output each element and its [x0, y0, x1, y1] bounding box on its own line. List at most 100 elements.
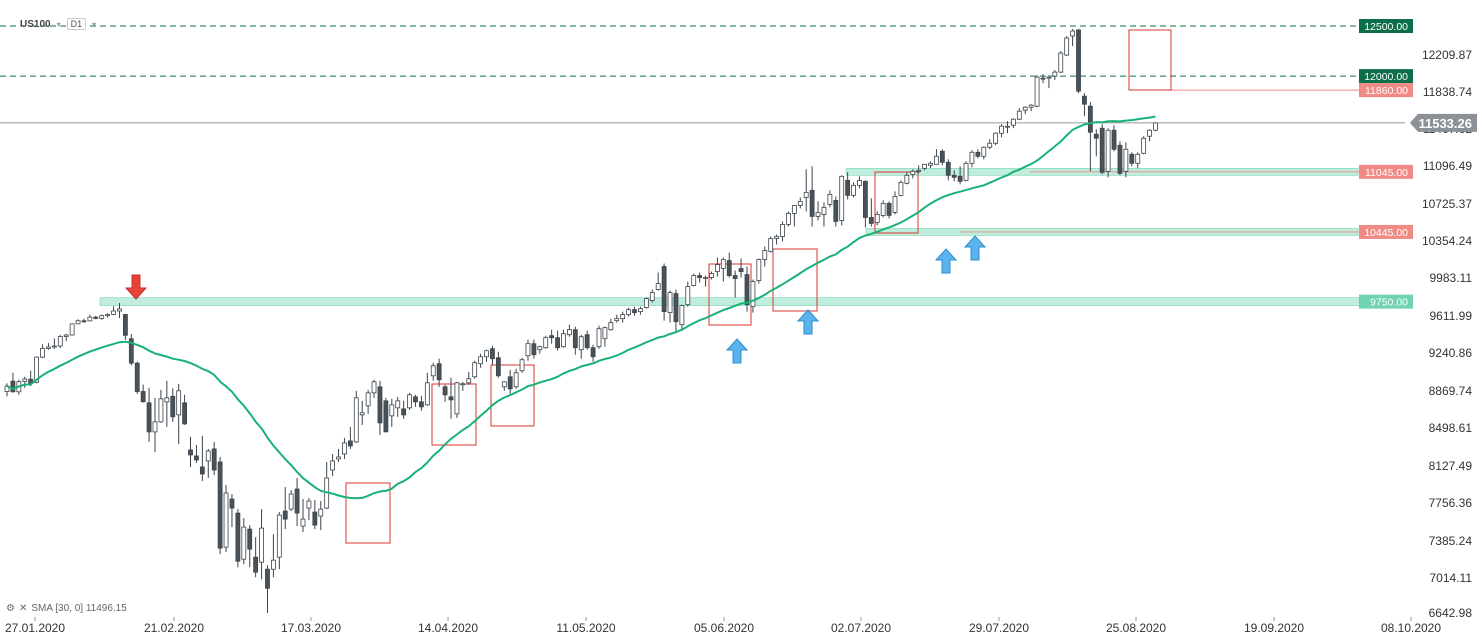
candle-body [922, 163, 927, 169]
current-price-label: 11533.26 [1418, 116, 1472, 131]
candle-body [608, 322, 614, 331]
x-tick-label: 08.10.2020 [1381, 621, 1441, 635]
candle-body [797, 200, 803, 206]
candle-body [886, 202, 892, 216]
candle-body [999, 125, 1004, 134]
candle-body [981, 146, 987, 157]
candle-body [347, 440, 353, 447]
level-price-tag [1359, 69, 1413, 84]
arrow-up-icon [796, 309, 820, 335]
candle-body [223, 492, 229, 548]
candle-body [1058, 52, 1064, 73]
candle-body [111, 310, 116, 315]
candle-body [4, 385, 10, 392]
candle-body [531, 343, 537, 356]
candle-body [555, 337, 560, 349]
candle-body [140, 391, 146, 403]
candle-body [63, 334, 69, 337]
chevron-down-icon[interactable]: ▾ [56, 19, 61, 29]
candle-body [259, 527, 264, 563]
x-tick-label: 29.07.2020 [969, 621, 1029, 635]
candle-body [1093, 133, 1099, 139]
candle-body [448, 396, 454, 401]
candle-body [738, 268, 744, 272]
candle-body [1064, 37, 1070, 56]
candle-body [1117, 144, 1123, 174]
candle-body [282, 510, 288, 520]
candle-body [22, 378, 28, 382]
timeframe-selector[interactable]: D1 [66, 18, 87, 30]
candle-body [93, 316, 99, 319]
pattern-box [1128, 29, 1172, 91]
arrow-up-icon [725, 338, 749, 364]
candle-body [105, 314, 111, 317]
candle-body [744, 274, 750, 306]
candle-body [572, 329, 578, 349]
indicator-label: SMA [30, 0] 11496.15 [31, 603, 127, 614]
pattern-box [490, 364, 535, 427]
candle-body [1016, 110, 1022, 120]
arrow-down-icon [124, 274, 148, 300]
candle-body [762, 250, 768, 260]
candle-body [217, 461, 223, 549]
candle-body [158, 398, 164, 423]
candle-body [720, 259, 726, 269]
symbol-label[interactable]: US100 [20, 18, 51, 30]
candle-body [590, 347, 596, 358]
candle-body [1087, 105, 1093, 133]
x-tick-label: 02.07.2020 [831, 621, 891, 635]
candle-body [632, 309, 637, 314]
candle-body [726, 260, 732, 276]
candlesticks [4, 29, 1158, 613]
candle-body [377, 386, 383, 424]
chevron-down-icon[interactable]: ▾ [92, 19, 97, 29]
candle-body [1034, 76, 1040, 107]
candle-body [117, 308, 122, 312]
candle-body [501, 381, 507, 388]
candle-body [235, 512, 241, 562]
x-tick-label: 17.03.2020 [281, 621, 341, 635]
candle-body [128, 338, 134, 364]
candle-body [288, 493, 294, 510]
candle-body [371, 381, 377, 394]
y-tick-label: 7014.11 [1430, 571, 1473, 585]
sma-30-line [6, 115, 1156, 500]
candle-body [780, 224, 785, 237]
price-axis[interactable]: 12209.8711838.7411467.6211096.4910725.37… [1359, 19, 1477, 620]
candle-body [750, 281, 756, 308]
candle-body [786, 213, 791, 225]
candle-body [519, 359, 525, 372]
level-price-tag [1359, 19, 1413, 33]
y-tick-label: 9983.11 [1430, 271, 1473, 285]
y-tick-label: 12209.87 [1422, 48, 1472, 62]
time-axis[interactable]: 27.01.2020 21.02.2020 17.03.2020 14.04.2020… [5, 617, 1441, 635]
candle-body [442, 386, 448, 396]
level-price-tag [1359, 294, 1413, 309]
candle-body [584, 334, 590, 349]
y-tick-label: 11838.74 [1423, 85, 1472, 99]
candle-body [1123, 148, 1129, 172]
settings-icon[interactable]: ⚙ [6, 603, 15, 614]
candle-body [1052, 71, 1058, 77]
candle-body [1022, 106, 1028, 111]
candle-body [561, 333, 566, 348]
candle-body [10, 380, 16, 393]
candle-body [401, 408, 407, 416]
level-price-tag [1359, 224, 1413, 239]
candle-body [330, 460, 336, 471]
candle-body [667, 292, 673, 314]
close-icon[interactable]: ✕ [18, 603, 28, 614]
candle-body [638, 308, 643, 313]
candle-body [407, 394, 412, 409]
candle-body [99, 315, 105, 319]
candle-body [466, 378, 472, 384]
candle-body [892, 195, 898, 213]
candle-body [537, 346, 543, 351]
candle-body [1135, 153, 1141, 164]
arrow-up-icon [934, 248, 958, 274]
candle-body [306, 500, 312, 509]
pattern-boxes [345, 29, 1172, 544]
candle-body [413, 396, 418, 403]
candle-body [732, 275, 738, 279]
